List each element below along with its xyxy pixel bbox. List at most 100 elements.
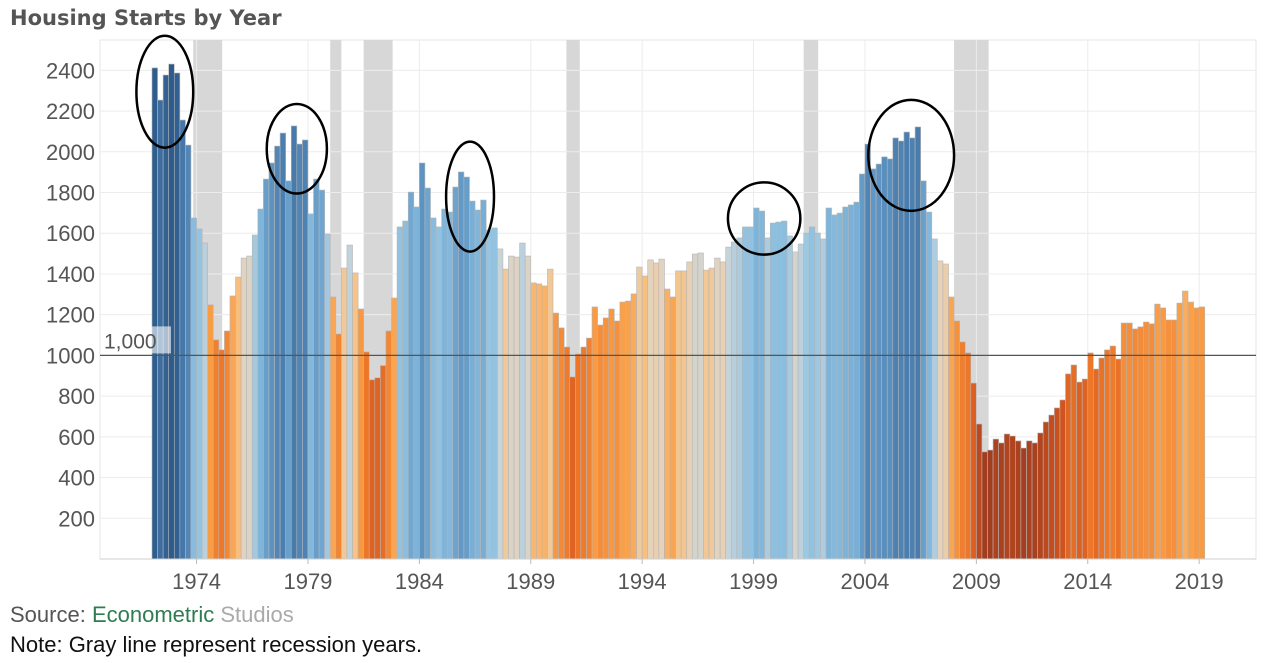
bar — [998, 442, 1005, 560]
bar — [836, 212, 843, 560]
bar — [552, 312, 559, 560]
bar — [536, 283, 543, 560]
bar — [992, 438, 999, 560]
bar — [346, 244, 353, 560]
bar — [257, 208, 264, 560]
bar — [458, 171, 465, 560]
bar — [669, 296, 676, 560]
bar — [909, 137, 916, 560]
bar — [970, 382, 977, 560]
source-brand-studios: Studios — [214, 602, 294, 627]
bar — [324, 233, 331, 560]
bar — [1087, 352, 1094, 560]
y-tick-label: 1600 — [46, 221, 95, 246]
bar — [859, 173, 866, 560]
bar — [586, 337, 593, 560]
bar — [875, 163, 882, 560]
x-tick-label: 1999 — [729, 569, 778, 594]
bar — [1048, 414, 1055, 560]
bar — [318, 189, 325, 560]
bar — [441, 208, 448, 560]
housing-starts-chart: 1,000 200 400 600 800 1000 1200 1400 1600 1800 200… — [46, 34, 1257, 594]
bar — [508, 255, 515, 560]
bar — [268, 162, 275, 560]
y-tick-label: 600 — [58, 425, 95, 450]
bar — [229, 295, 236, 560]
reference-line-label: 1,000 — [104, 330, 157, 353]
bar — [1182, 290, 1189, 560]
y-tick-label: 2400 — [46, 58, 95, 83]
bar — [775, 221, 782, 560]
bar — [914, 126, 921, 560]
annotation-circle — [726, 181, 802, 256]
bar — [196, 228, 203, 560]
x-tick-label: 2009 — [952, 569, 1001, 594]
bar — [290, 125, 298, 560]
bar — [485, 229, 493, 560]
bar — [1154, 303, 1161, 560]
bar — [368, 379, 376, 560]
bar — [1132, 328, 1139, 560]
bar — [614, 320, 621, 560]
bar — [313, 178, 320, 560]
bar — [469, 200, 476, 560]
bar — [925, 211, 933, 560]
bar — [886, 158, 894, 560]
bar — [179, 119, 186, 560]
bar — [942, 263, 949, 560]
bar — [591, 306, 598, 560]
bar — [391, 297, 398, 560]
bar — [1126, 322, 1133, 560]
chart-title: Housing Starts by Year — [10, 6, 282, 30]
bar — [820, 238, 827, 560]
bar — [675, 270, 682, 560]
bar — [1037, 432, 1044, 560]
bar — [948, 296, 955, 560]
bar — [1143, 321, 1150, 560]
bar — [714, 257, 721, 560]
bar — [652, 262, 660, 560]
x-tick-label: 2004 — [840, 569, 889, 594]
bar — [235, 276, 242, 560]
y-tick-label: 1200 — [46, 303, 95, 328]
bar — [792, 251, 799, 560]
bar — [781, 220, 788, 560]
bar — [307, 213, 314, 560]
bar — [697, 252, 704, 560]
bar — [1198, 306, 1206, 560]
bar — [953, 320, 960, 560]
bar — [786, 235, 793, 560]
bar — [608, 308, 615, 560]
bar — [864, 143, 871, 560]
bar — [201, 242, 209, 560]
bar — [352, 272, 359, 560]
annotation-circle — [867, 98, 956, 213]
bar — [580, 346, 587, 560]
bar — [920, 180, 927, 560]
bar — [1003, 433, 1011, 560]
x-tick-label: 1989 — [506, 569, 555, 594]
bar — [959, 341, 966, 560]
bar — [758, 210, 766, 560]
y-tick-label: 1800 — [46, 181, 95, 206]
bar — [341, 267, 348, 560]
bar — [491, 227, 498, 560]
x-tick-label: 1984 — [395, 569, 444, 594]
bar — [419, 162, 426, 560]
bar — [251, 234, 259, 560]
bar — [937, 260, 944, 560]
bar — [185, 144, 192, 560]
bar — [814, 232, 821, 560]
bar — [636, 266, 643, 560]
bar — [1009, 435, 1016, 560]
bar — [619, 301, 626, 560]
bar — [769, 222, 777, 560]
reference-label-bg — [103, 326, 171, 354]
source-line: Source: Econometric Studios — [10, 602, 294, 628]
bar — [1159, 307, 1167, 560]
bar — [374, 377, 381, 560]
bar — [285, 180, 292, 560]
bar — [1104, 349, 1111, 560]
bar — [1115, 358, 1122, 560]
bar — [719, 261, 727, 560]
